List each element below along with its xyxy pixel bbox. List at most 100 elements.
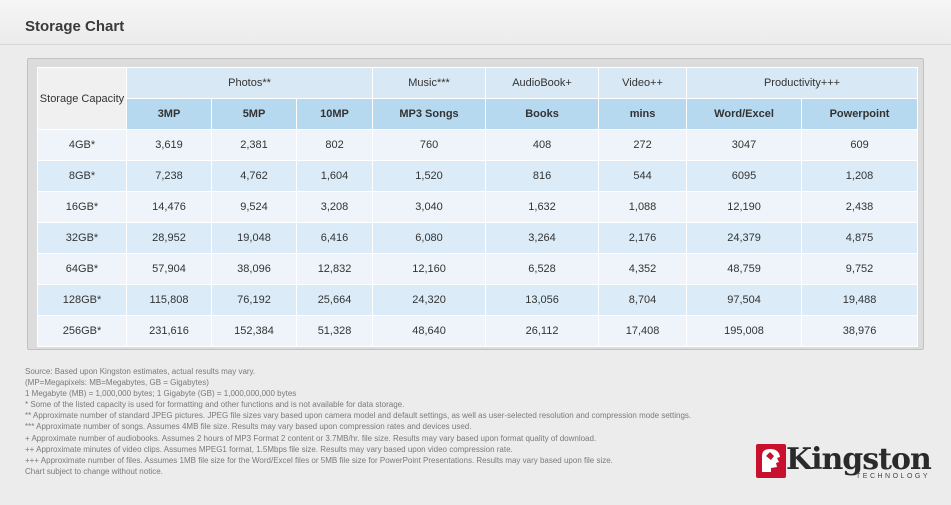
value-cell: 760 (372, 129, 487, 161)
footnote-line: ** Approximate number of standard JPEG p… (25, 411, 692, 421)
sub-header-word-excel: Word/Excel (686, 98, 803, 130)
value-cell: 3,208 (295, 191, 374, 223)
page-title: Storage Chart (25, 18, 125, 35)
group-header-video: Video++ (598, 67, 688, 99)
value-cell: 4,875 (801, 222, 919, 254)
group-header-music: Music*** (372, 67, 487, 99)
group-header-photos: Photos** (125, 67, 374, 99)
capacity-cell: 4GB* (37, 129, 127, 161)
value-cell: 9,524 (211, 191, 297, 223)
value-cell: 231,616 (126, 315, 212, 347)
capacity-cell: 256GB* (37, 315, 127, 347)
value-cell: 12,832 (295, 253, 374, 285)
capacity-cell: 8GB* (37, 160, 127, 192)
capacity-cell: 128GB* (37, 284, 127, 316)
sub-header-mins: mins (598, 98, 688, 130)
table-row: 64GB* 57,904 38,096 12,832 12,160 6,528 4,352 4… (37, 253, 919, 285)
footnote-line: +++ Approximate number of files. Assumes… (25, 455, 613, 465)
sub-header-mp3-songs: MP3 Songs (372, 98, 487, 130)
capacity-cell: 32GB* (37, 222, 127, 254)
kingston-logo: Kingston TECHNOLOGY (756, 442, 932, 484)
value-cell: 195,008 (686, 315, 803, 347)
table-row: 16GB* 14,476 9,524 3,208 3,040 1,632 1,088 12,1… (37, 191, 919, 223)
kingston-head-icon (756, 444, 786, 478)
value-cell: 24,320 (372, 284, 487, 316)
header-bar (0, 0, 951, 45)
value-cell: 272 (598, 129, 688, 161)
sub-header-3mp: 3MP (126, 98, 212, 130)
storage-table: Storage Capacity Photos** Music*** Audio… (37, 67, 919, 347)
value-cell: 3,619 (126, 129, 212, 161)
logo-wordmark: Kingston (786, 442, 932, 477)
value-cell: 2,176 (598, 222, 688, 254)
logo-subtitle: TECHNOLOGY (856, 473, 931, 480)
group-header-row: Storage Capacity Photos** Music*** Audio… (37, 67, 919, 130)
footnote-line: Chart subject to change without notice. (25, 466, 163, 476)
value-cell: 14,476 (126, 191, 212, 223)
value-cell: 4,762 (211, 160, 297, 192)
value-cell: 6095 (686, 160, 803, 192)
table-row: 4GB* 3,619 2,381 802 760 408 272 3047 609 (37, 129, 919, 161)
value-cell: 26,112 (485, 315, 600, 347)
value-cell: 8,704 (598, 284, 688, 316)
sub-header-5mp: 5MP (211, 98, 297, 130)
value-cell: 1,088 (598, 191, 688, 223)
value-cell: 4,352 (598, 253, 688, 285)
footnote-line: (MP=Megapixels: MB=Megabytes, GB = Gigab… (25, 378, 209, 388)
value-cell: 7,238 (126, 160, 212, 192)
capacity-header: Storage Capacity (37, 67, 127, 130)
value-cell: 6,080 (372, 222, 487, 254)
footnotes: Source: Based upon Kingston estimates, a… (25, 366, 745, 477)
value-cell: 17,408 (598, 315, 688, 347)
value-cell: 2,438 (801, 191, 919, 223)
footnote-line: ++ Approximate minutes of video clips. A… (25, 444, 513, 454)
value-cell: 12,190 (686, 191, 803, 223)
capacity-cell: 64GB* (37, 253, 127, 285)
value-cell: 25,664 (295, 284, 374, 316)
sub-header-row: 3MP 5MP 10MP MP3 Songs Books mins Word/E… (38, 98, 919, 130)
value-cell: 12,160 (372, 253, 487, 285)
value-cell: 19,488 (801, 284, 919, 316)
value-cell: 51,328 (295, 315, 374, 347)
value-cell: 76,192 (211, 284, 297, 316)
table-row: 256GB* 231,616 152,384 51,328 48,640 26,112 17… (37, 315, 919, 347)
value-cell: 3,264 (485, 222, 600, 254)
value-cell: 48,640 (372, 315, 487, 347)
value-cell: 3047 (686, 129, 803, 161)
footnote-line: * Some of the listed capacity is used fo… (25, 400, 405, 410)
group-header-productivity: Productivity+++ (686, 67, 919, 99)
capacity-cell: 16GB* (37, 191, 127, 223)
table-row: 128GB* 115,808 76,192 25,664 24,320 13,056 8,7… (37, 284, 919, 316)
value-cell: 24,379 (686, 222, 803, 254)
sub-header-powerpoint: Powerpoint (801, 98, 919, 130)
value-cell: 97,504 (686, 284, 803, 316)
value-cell: 1,632 (485, 191, 600, 223)
value-cell: 6,528 (485, 253, 600, 285)
footnote-line: *** Approximate number of songs. Assumes… (25, 422, 472, 432)
value-cell: 19,048 (211, 222, 297, 254)
value-cell: 115,808 (126, 284, 212, 316)
value-cell: 152,384 (211, 315, 297, 347)
value-cell: 3,040 (372, 191, 487, 223)
value-cell: 802 (295, 129, 374, 161)
sub-header-10mp: 10MP (295, 98, 374, 130)
value-cell: 9,752 (801, 253, 919, 285)
value-cell: 48,759 (686, 253, 803, 285)
value-cell: 57,904 (126, 253, 212, 285)
group-header-audiobook: AudioBook+ (485, 67, 600, 99)
value-cell: 544 (598, 160, 688, 192)
value-cell: 1,208 (801, 160, 919, 192)
value-cell: 1,604 (295, 160, 374, 192)
value-cell: 13,056 (485, 284, 600, 316)
table-row: 32GB* 28,952 19,048 6,416 6,080 3,264 2,176 24,… (37, 222, 919, 254)
footnote-line: Source: Based upon Kingston estimates, a… (25, 367, 256, 376)
value-cell: 6,416 (295, 222, 374, 254)
value-cell: 609 (801, 129, 919, 161)
value-cell: 38,976 (801, 315, 919, 347)
value-cell: 2,381 (211, 129, 297, 161)
value-cell: 408 (485, 129, 600, 161)
value-cell: 1,520 (372, 160, 487, 192)
sub-header-books: Books (485, 98, 600, 130)
value-cell: 28,952 (126, 222, 212, 254)
value-cell: 38,096 (211, 253, 297, 285)
